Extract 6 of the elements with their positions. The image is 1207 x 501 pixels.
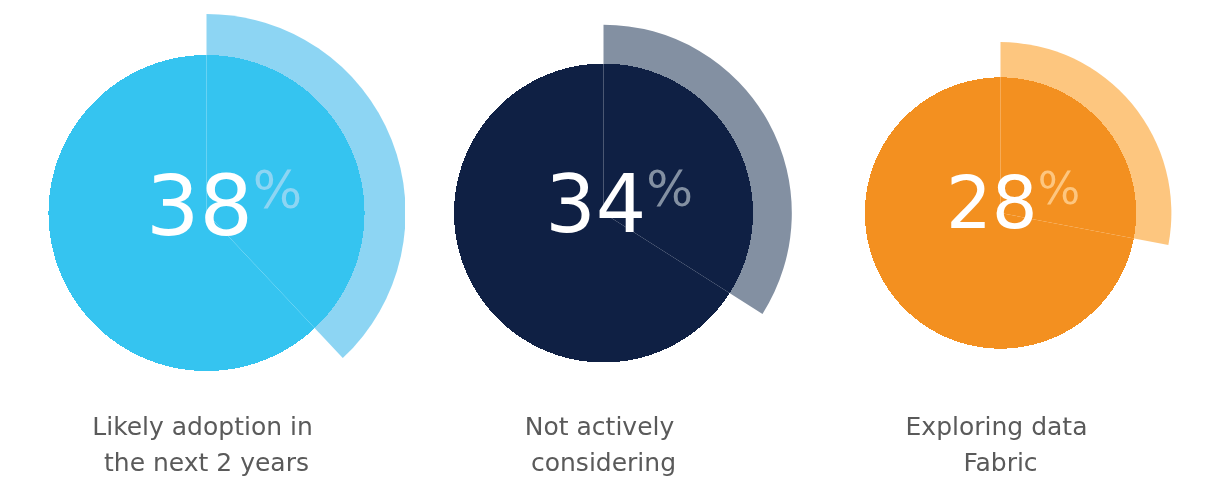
data-label: 34% — [545, 157, 694, 251]
data-label: 28% — [945, 160, 1081, 245]
text: Exploring data Fabric — [905, 411, 1096, 477]
data-label: 38% — [145, 157, 303, 256]
text: Likely adoption in the next 2 years — [92, 411, 321, 477]
text: Not actively considering — [524, 411, 683, 477]
